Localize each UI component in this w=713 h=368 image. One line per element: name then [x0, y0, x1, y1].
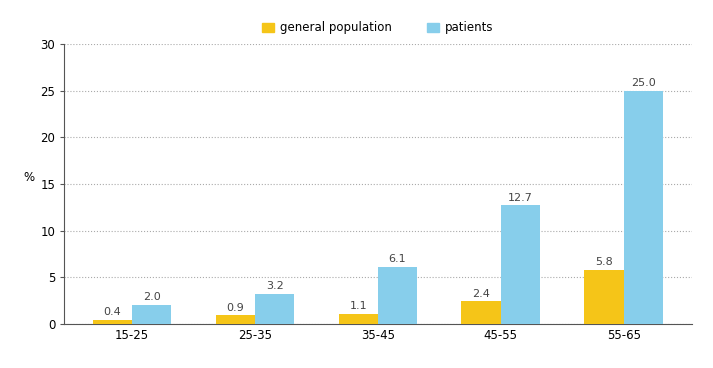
Bar — [255, 294, 294, 324]
Text: 6.1: 6.1 — [389, 254, 406, 264]
Bar — [339, 314, 378, 324]
Bar — [93, 320, 132, 324]
Bar — [215, 315, 255, 324]
Bar — [585, 270, 624, 324]
Text: 2.0: 2.0 — [143, 293, 160, 302]
Bar — [624, 91, 663, 324]
Text: 1.1: 1.1 — [349, 301, 367, 311]
Text: 12.7: 12.7 — [508, 192, 533, 203]
Text: 5.8: 5.8 — [595, 257, 613, 267]
Bar — [501, 205, 540, 324]
Text: 25.0: 25.0 — [631, 78, 656, 88]
Bar — [378, 267, 417, 324]
Text: 0.4: 0.4 — [103, 307, 121, 317]
Bar — [132, 305, 171, 324]
Bar — [461, 301, 501, 324]
Y-axis label: %: % — [24, 171, 35, 184]
Legend: general population, patients: general population, patients — [257, 17, 498, 39]
Text: 3.2: 3.2 — [266, 281, 284, 291]
Text: 0.9: 0.9 — [227, 302, 244, 313]
Text: 2.4: 2.4 — [472, 289, 490, 299]
